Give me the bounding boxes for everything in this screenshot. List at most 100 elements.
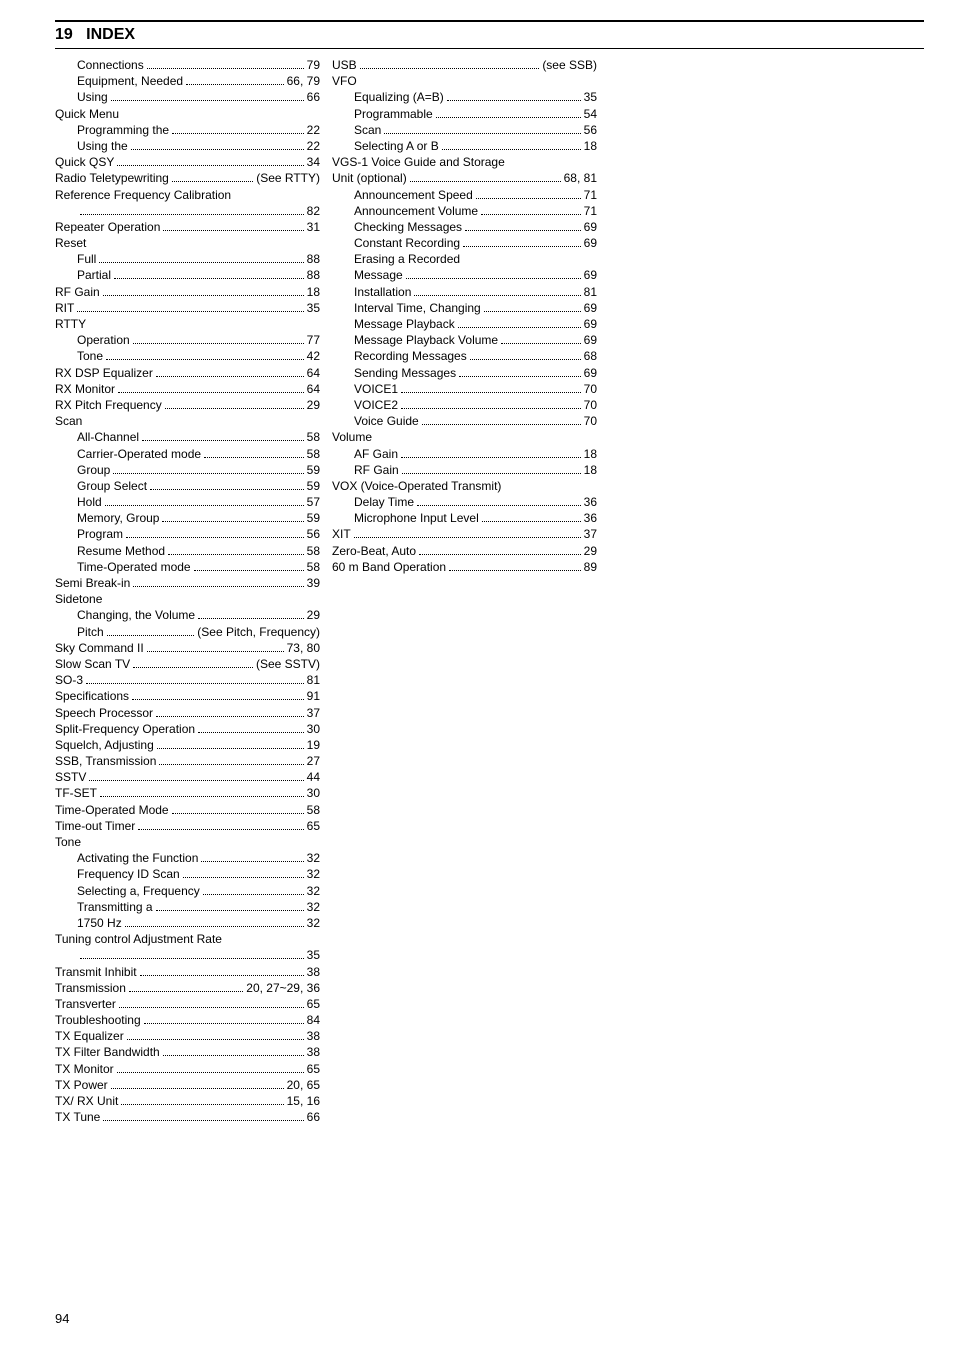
index-entry: AF Gain18 bbox=[332, 446, 597, 462]
index-page: 77 bbox=[307, 332, 320, 348]
index-entry: Slow Scan TV(See SSTV) bbox=[55, 656, 320, 672]
index-label: Full bbox=[77, 251, 96, 267]
index-dots bbox=[463, 240, 581, 247]
index-page: 36 bbox=[584, 510, 597, 526]
page: 19 INDEX Connections79Equipment, Needed6… bbox=[0, 0, 954, 1351]
index-entry: RX Monitor64 bbox=[55, 381, 320, 397]
index-page: 70 bbox=[584, 397, 597, 413]
index-page: 19 bbox=[307, 737, 320, 753]
index-dots bbox=[165, 402, 304, 409]
index-label: Pitch bbox=[77, 624, 104, 640]
index-label: Constant Recording bbox=[354, 235, 460, 251]
index-label: Frequency ID Scan bbox=[77, 866, 180, 882]
index-label: Volume bbox=[332, 429, 372, 445]
index-entry: SSTV44 bbox=[55, 769, 320, 785]
index-entry: RF Gain18 bbox=[55, 284, 320, 300]
index-page: 66 bbox=[307, 1109, 320, 1125]
index-dots bbox=[133, 580, 303, 587]
index-label: Quick Menu bbox=[55, 106, 119, 122]
index-label: RX Pitch Frequency bbox=[55, 397, 162, 413]
index-dots bbox=[157, 742, 304, 749]
index-page: 69 bbox=[584, 235, 597, 251]
index-dots bbox=[417, 499, 581, 506]
index-entry: RF Gain18 bbox=[332, 462, 597, 478]
index-entry: Time-out Timer65 bbox=[55, 818, 320, 834]
index-entry: Activating the Function32 bbox=[55, 850, 320, 866]
index-dots bbox=[147, 645, 284, 652]
index-label: TX Power bbox=[55, 1077, 108, 1093]
index-dots bbox=[354, 531, 581, 538]
index-label: Scan bbox=[55, 413, 82, 429]
index-entry: Selecting A or B18 bbox=[332, 138, 597, 154]
index-entry: Troubleshooting84 bbox=[55, 1012, 320, 1028]
index-page: 38 bbox=[307, 964, 320, 980]
index-page: 56 bbox=[307, 526, 320, 542]
index-entry: Group59 bbox=[55, 462, 320, 478]
index-label: Specifications bbox=[55, 688, 129, 704]
index-label: Quick QSY bbox=[55, 154, 114, 170]
index-page: 18 bbox=[584, 138, 597, 154]
index-dots bbox=[470, 353, 581, 360]
index-entry: Tone42 bbox=[55, 348, 320, 364]
index-dots bbox=[163, 224, 303, 231]
index-entry: RIT35 bbox=[55, 300, 320, 316]
index-dots bbox=[138, 823, 303, 830]
index-dots bbox=[414, 289, 580, 296]
index-entry: Sending Messages69 bbox=[332, 365, 597, 381]
index-label: 1750 Hz bbox=[77, 915, 122, 931]
index-dots bbox=[125, 920, 304, 927]
index-page: 38 bbox=[307, 1028, 320, 1044]
index-entry: Program56 bbox=[55, 526, 320, 542]
index-label: RX Monitor bbox=[55, 381, 115, 397]
index-entry: Message Playback69 bbox=[332, 316, 597, 332]
index-dots bbox=[183, 871, 304, 878]
page-content: 19 INDEX Connections79Equipment, Needed6… bbox=[0, 0, 954, 1155]
index-dots bbox=[172, 127, 304, 134]
index-label: RIT bbox=[55, 300, 74, 316]
index-dots bbox=[384, 127, 580, 134]
index-label: Equalizing (A=B) bbox=[354, 89, 444, 105]
index-dots bbox=[100, 790, 304, 797]
index-page: 69 bbox=[584, 365, 597, 381]
index-dots bbox=[119, 1001, 304, 1008]
index-label: Tuning control Adjustment Rate bbox=[55, 931, 222, 947]
index-entry: Sky Command II73, 80 bbox=[55, 640, 320, 656]
index-label: TX/ RX Unit bbox=[55, 1093, 118, 1109]
index-entry: SO-381 bbox=[55, 672, 320, 688]
index-dots bbox=[156, 370, 304, 377]
index-entry: Quick QSY 34 bbox=[55, 154, 320, 170]
index-page: 71 bbox=[584, 203, 597, 219]
index-entry: Scan56 bbox=[332, 122, 597, 138]
index-dots bbox=[103, 1114, 303, 1121]
index-page: 69 bbox=[584, 316, 597, 332]
index-page: 89 bbox=[584, 559, 597, 575]
index-dots bbox=[482, 515, 581, 522]
index-page: 36 bbox=[584, 494, 597, 510]
index-entry: Constant Recording 69 bbox=[332, 235, 597, 251]
index-dots bbox=[147, 62, 304, 69]
index-label: Microphone Input Level bbox=[354, 510, 479, 526]
index-page: 34 bbox=[307, 154, 320, 170]
index-dots bbox=[163, 1049, 304, 1056]
index-dots bbox=[194, 564, 304, 571]
index-page: 37 bbox=[307, 705, 320, 721]
index-label: Group Select bbox=[77, 478, 147, 494]
index-dots bbox=[133, 337, 304, 344]
index-dots bbox=[126, 531, 304, 538]
index-entry: All-Channel58 bbox=[55, 429, 320, 445]
index-entry: Frequency ID Scan32 bbox=[55, 866, 320, 882]
index-entry: Resume Method58 bbox=[55, 543, 320, 559]
rule-top bbox=[55, 20, 924, 22]
index-label: Activating the Function bbox=[77, 850, 198, 866]
index-entry: Time-Operated Mode58 bbox=[55, 802, 320, 818]
index-entry: Sidetone bbox=[55, 591, 320, 607]
index-dots bbox=[401, 402, 581, 409]
index-page: 57 bbox=[307, 494, 320, 510]
index-label: Selecting a, Frequency bbox=[77, 883, 200, 899]
index-page: 58 bbox=[307, 446, 320, 462]
index-entry: Semi Break-in39 bbox=[55, 575, 320, 591]
index-label: Transverter bbox=[55, 996, 116, 1012]
index-page: 22 bbox=[307, 138, 320, 154]
index-entry: Changing, the Volume29 bbox=[55, 607, 320, 623]
page-number-footer: 94 bbox=[55, 1311, 69, 1326]
